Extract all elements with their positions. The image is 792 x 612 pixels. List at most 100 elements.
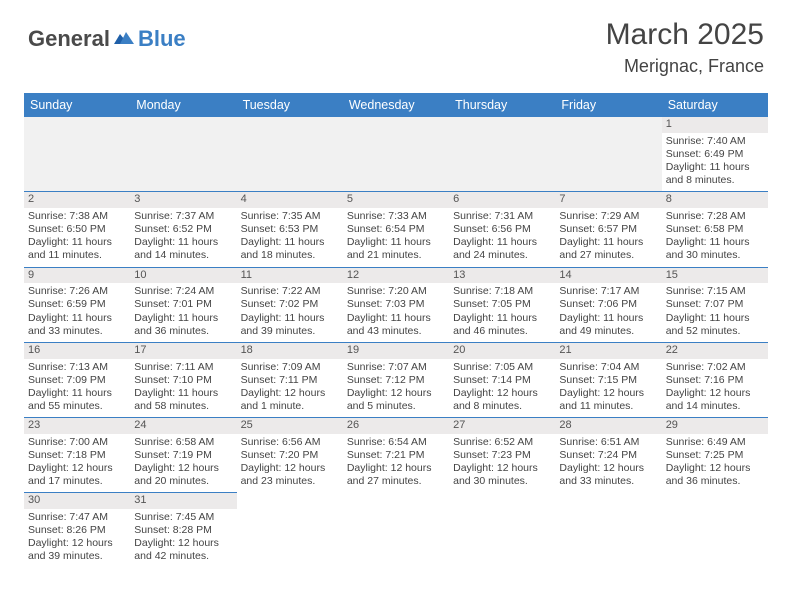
- day-number: 2: [24, 192, 130, 208]
- daylight-line2: and 17 minutes.: [28, 475, 126, 488]
- sunset-line: Sunset: 7:16 PM: [666, 374, 764, 387]
- sunset-line: Sunset: 7:02 PM: [241, 298, 339, 311]
- day-number: 20: [449, 343, 555, 359]
- sunset-line: Sunset: 6:50 PM: [28, 223, 126, 236]
- sunset-line: Sunset: 7:11 PM: [241, 374, 339, 387]
- calendar-cell: [237, 117, 343, 192]
- daylight-line2: and 55 minutes.: [28, 400, 126, 413]
- daylight-line: Daylight: 12 hours: [347, 387, 445, 400]
- calendar-cell: 25Sunrise: 6:56 AMSunset: 7:20 PMDayligh…: [237, 418, 343, 493]
- calendar-cell: 19Sunrise: 7:07 AMSunset: 7:12 PMDayligh…: [343, 342, 449, 417]
- sunset-line: Sunset: 6:59 PM: [28, 298, 126, 311]
- calendar-cell: 26Sunrise: 6:54 AMSunset: 7:21 PMDayligh…: [343, 418, 449, 493]
- sunrise-line: Sunrise: 7:38 AM: [28, 210, 126, 223]
- sunset-line: Sunset: 6:58 PM: [666, 223, 764, 236]
- sunset-line: Sunset: 7:06 PM: [559, 298, 657, 311]
- sunset-line: Sunset: 7:12 PM: [347, 374, 445, 387]
- daylight-line2: and 49 minutes.: [559, 325, 657, 338]
- calendar-cell: 10Sunrise: 7:24 AMSunset: 7:01 PMDayligh…: [130, 267, 236, 342]
- calendar-cell: 18Sunrise: 7:09 AMSunset: 7:11 PMDayligh…: [237, 342, 343, 417]
- day-number: 12: [343, 268, 449, 284]
- calendar-cell: 15Sunrise: 7:15 AMSunset: 7:07 PMDayligh…: [662, 267, 768, 342]
- sunset-line: Sunset: 6:57 PM: [559, 223, 657, 236]
- calendar-cell: 14Sunrise: 7:17 AMSunset: 7:06 PMDayligh…: [555, 267, 661, 342]
- day-number: 9: [24, 268, 130, 284]
- day-number: 4: [237, 192, 343, 208]
- daylight-line2: and 18 minutes.: [241, 249, 339, 262]
- daylight-line: Daylight: 11 hours: [28, 312, 126, 325]
- day-number: 14: [555, 268, 661, 284]
- sunset-line: Sunset: 6:49 PM: [666, 148, 764, 161]
- weekday-header: Sunday: [24, 93, 130, 117]
- calendar-cell: 3Sunrise: 7:37 AMSunset: 6:52 PMDaylight…: [130, 192, 236, 267]
- calendar-cell: 1Sunrise: 7:40 AMSunset: 6:49 PMDaylight…: [662, 117, 768, 192]
- day-number: 24: [130, 418, 236, 434]
- sunset-line: Sunset: 7:10 PM: [134, 374, 232, 387]
- sunrise-line: Sunrise: 6:51 AM: [559, 436, 657, 449]
- sunset-line: Sunset: 7:01 PM: [134, 298, 232, 311]
- weekday-header: Wednesday: [343, 93, 449, 117]
- sunset-line: Sunset: 6:56 PM: [453, 223, 551, 236]
- day-number: 21: [555, 343, 661, 359]
- logo: General Blue: [28, 26, 186, 52]
- calendar-cell: 28Sunrise: 6:51 AMSunset: 7:24 PMDayligh…: [555, 418, 661, 493]
- sunset-line: Sunset: 7:18 PM: [28, 449, 126, 462]
- sunrise-line: Sunrise: 7:24 AM: [134, 285, 232, 298]
- day-number: 13: [449, 268, 555, 284]
- header: General Blue March 2025 Merignac, France: [0, 0, 792, 85]
- daylight-line2: and 11 minutes.: [559, 400, 657, 413]
- daylight-line2: and 14 minutes.: [666, 400, 764, 413]
- daylight-line2: and 8 minutes.: [666, 174, 764, 187]
- daylight-line: Daylight: 11 hours: [666, 161, 764, 174]
- sunset-line: Sunset: 7:23 PM: [453, 449, 551, 462]
- daylight-line: Daylight: 12 hours: [347, 462, 445, 475]
- sunset-line: Sunset: 8:28 PM: [134, 524, 232, 537]
- sunset-line: Sunset: 7:09 PM: [28, 374, 126, 387]
- daylight-line: Daylight: 12 hours: [559, 462, 657, 475]
- daylight-line2: and 36 minutes.: [134, 325, 232, 338]
- daylight-line2: and 14 minutes.: [134, 249, 232, 262]
- flag-icon: [114, 28, 136, 51]
- daylight-line: Daylight: 11 hours: [134, 236, 232, 249]
- day-number: 25: [237, 418, 343, 434]
- calendar-table: Sunday Monday Tuesday Wednesday Thursday…: [24, 93, 768, 568]
- sunset-line: Sunset: 7:20 PM: [241, 449, 339, 462]
- calendar-cell: [449, 117, 555, 192]
- daylight-line2: and 42 minutes.: [134, 550, 232, 563]
- sunrise-line: Sunrise: 6:56 AM: [241, 436, 339, 449]
- calendar-cell: 24Sunrise: 6:58 AMSunset: 7:19 PMDayligh…: [130, 418, 236, 493]
- daylight-line2: and 1 minute.: [241, 400, 339, 413]
- day-number: 27: [449, 418, 555, 434]
- calendar-cell: [343, 117, 449, 192]
- daylight-line: Daylight: 11 hours: [134, 387, 232, 400]
- calendar-cell: [343, 493, 449, 568]
- day-number: 3: [130, 192, 236, 208]
- day-number: 23: [24, 418, 130, 434]
- calendar-cell: 23Sunrise: 7:00 AMSunset: 7:18 PMDayligh…: [24, 418, 130, 493]
- daylight-line: Daylight: 12 hours: [28, 537, 126, 550]
- sunrise-line: Sunrise: 7:17 AM: [559, 285, 657, 298]
- sunset-line: Sunset: 6:52 PM: [134, 223, 232, 236]
- daylight-line: Daylight: 12 hours: [453, 462, 551, 475]
- sunrise-line: Sunrise: 7:00 AM: [28, 436, 126, 449]
- day-number: 15: [662, 268, 768, 284]
- calendar-cell: 12Sunrise: 7:20 AMSunset: 7:03 PMDayligh…: [343, 267, 449, 342]
- daylight-line: Daylight: 11 hours: [241, 236, 339, 249]
- daylight-line: Daylight: 11 hours: [28, 387, 126, 400]
- sunrise-line: Sunrise: 7:47 AM: [28, 511, 126, 524]
- daylight-line: Daylight: 11 hours: [134, 312, 232, 325]
- calendar-row: 9Sunrise: 7:26 AMSunset: 6:59 PMDaylight…: [24, 267, 768, 342]
- calendar-cell: 27Sunrise: 6:52 AMSunset: 7:23 PMDayligh…: [449, 418, 555, 493]
- sunrise-line: Sunrise: 7:18 AM: [453, 285, 551, 298]
- calendar-cell: [237, 493, 343, 568]
- sunrise-line: Sunrise: 7:05 AM: [453, 361, 551, 374]
- calendar-cell: 21Sunrise: 7:04 AMSunset: 7:15 PMDayligh…: [555, 342, 661, 417]
- day-number: 11: [237, 268, 343, 284]
- daylight-line2: and 39 minutes.: [241, 325, 339, 338]
- daylight-line2: and 24 minutes.: [453, 249, 551, 262]
- day-number: 5: [343, 192, 449, 208]
- weekday-header: Monday: [130, 93, 236, 117]
- daylight-line2: and 36 minutes.: [666, 475, 764, 488]
- daylight-line2: and 58 minutes.: [134, 400, 232, 413]
- daylight-line: Daylight: 11 hours: [666, 236, 764, 249]
